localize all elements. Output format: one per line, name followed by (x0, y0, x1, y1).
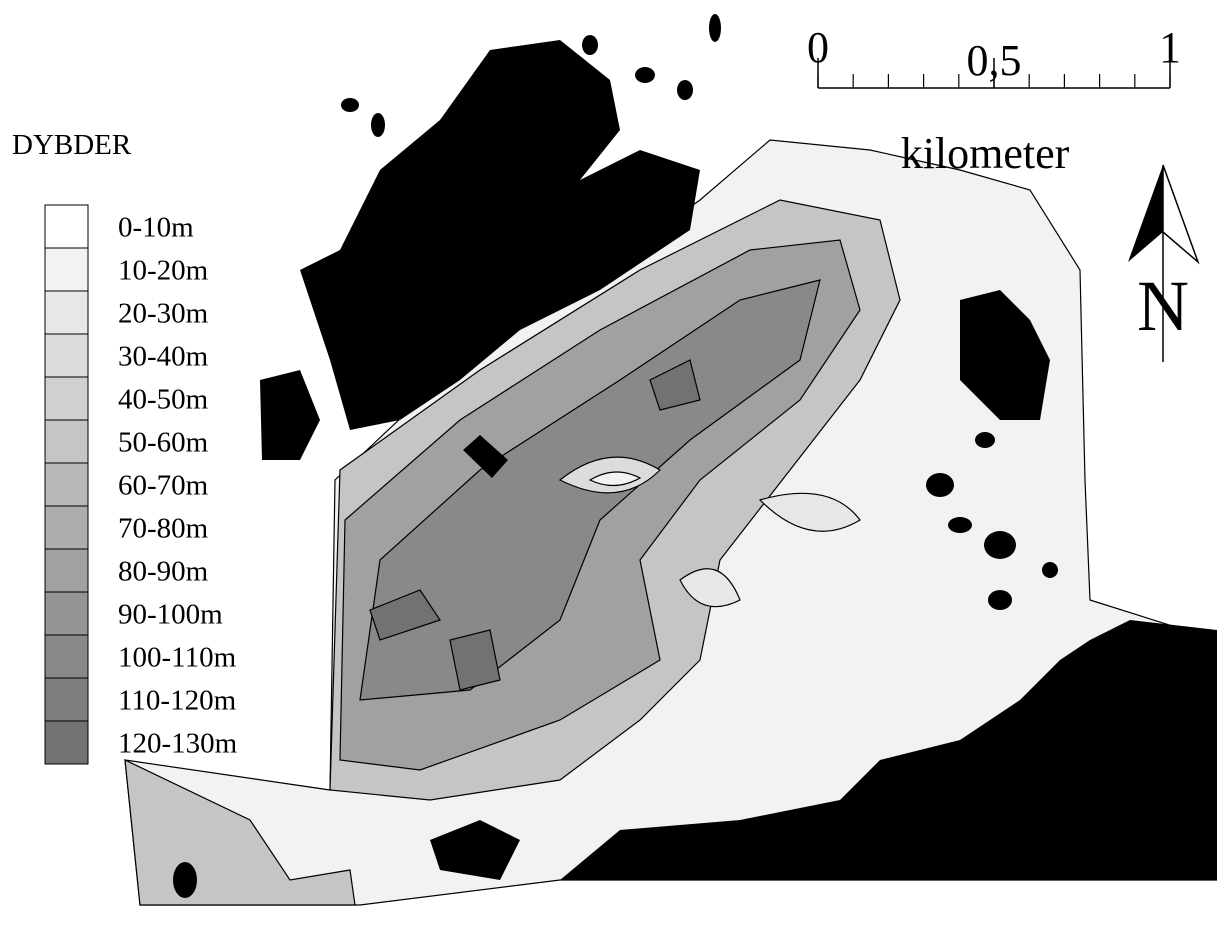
legend-label: 30-40m (118, 341, 209, 373)
legend-label: 10-20m (118, 255, 209, 287)
legend-swatch (45, 506, 88, 549)
legend-label: 40-50m (118, 384, 209, 416)
legend-swatch (45, 420, 88, 463)
legend-label: 100-110m (118, 642, 237, 674)
legend-swatch (45, 463, 88, 506)
legend-label: 110-120m (118, 685, 237, 717)
legend-label: 70-80m (118, 513, 209, 545)
legend-swatch (45, 334, 88, 377)
legend-swatch (45, 635, 88, 678)
scale-unit: kilometer (901, 129, 1070, 178)
north-label: N (1137, 266, 1189, 346)
legend: 0-10m 10-20m 20-30m 30-40m 40-50m 50-60m 60-70… (45, 205, 238, 764)
scale-label: 1 (1159, 23, 1181, 72)
legend-label: 20-30m (118, 298, 209, 330)
legend-swatch (45, 549, 88, 592)
legend-label: 60-70m (118, 470, 209, 502)
legend-swatch (45, 291, 88, 334)
north-arrow: N (1128, 165, 1198, 362)
legend-label: 80-90m (118, 556, 209, 588)
map: DYBDER 0-10m 10-20m 20-30m 30-40m 40-50m 50-6… (0, 0, 1217, 932)
scale-label: 0,5 (967, 36, 1022, 85)
legend-label: 0-10m (118, 212, 194, 244)
legend-swatch (45, 721, 88, 764)
legend-label: 50-60m (118, 427, 209, 459)
legend-swatch (45, 377, 88, 420)
legend-swatch (45, 248, 88, 291)
legend-swatch (45, 592, 88, 635)
legend-swatch (45, 678, 88, 721)
scale-label: 0 (807, 23, 829, 72)
legend-swatch (45, 205, 88, 248)
legend-label: 90-100m (118, 599, 223, 631)
legend-title: DYBDER (12, 129, 132, 161)
legend-label: 120-130m (118, 728, 238, 760)
